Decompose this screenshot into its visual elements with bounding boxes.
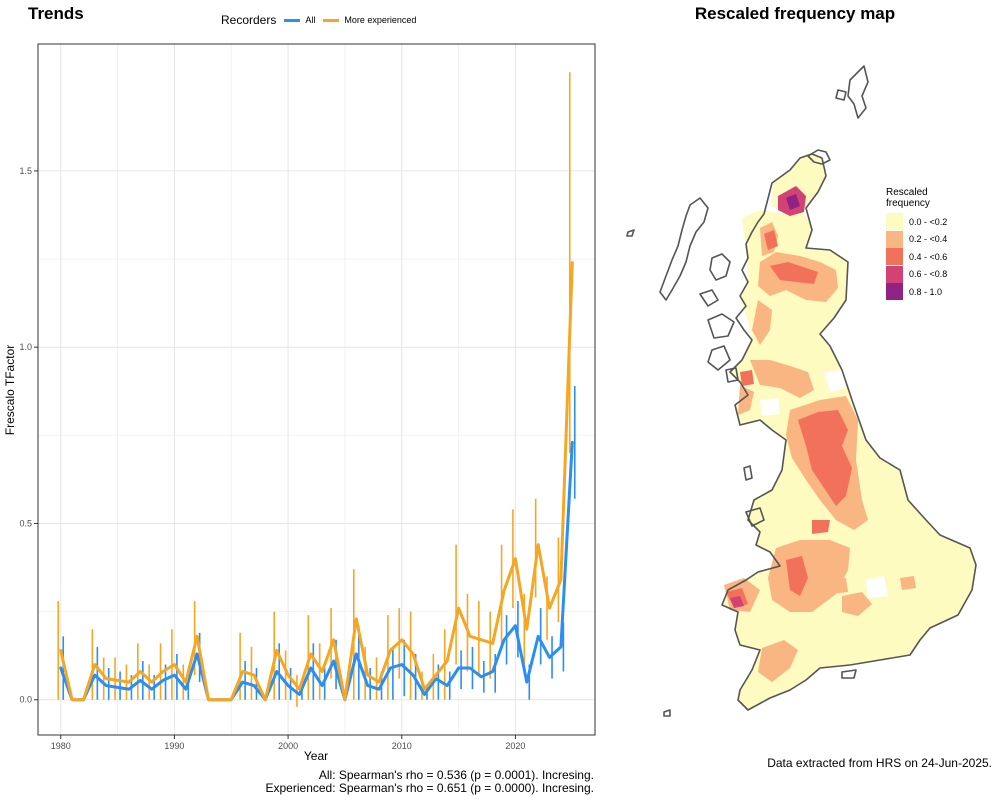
coast-shetland-west (835, 89, 847, 101)
coast-anglesey (745, 507, 765, 527)
map-cell-devon (758, 640, 798, 682)
x-tick-label: 2010 (392, 741, 412, 751)
map-cell-west-scotland (752, 300, 772, 345)
map-legend-row: 0.8 - 1.0 (886, 283, 947, 301)
series-line-all (59, 440, 574, 702)
map-cell-mid-a (828, 578, 848, 594)
y-tick-label: 0.0 (19, 695, 32, 705)
map-cell-gap-c (866, 576, 888, 598)
map-cell-wales-orange (786, 556, 808, 596)
coast-islay (707, 345, 731, 371)
axis-ticks: 1980 1990 2000 2010 2020 0.0 0.5 1.0 1.5 (19, 166, 525, 751)
x-tick-label: 1980 (51, 741, 71, 751)
map-cell-wales (768, 540, 850, 612)
map-legend-label: 0.2 - <0.4 (909, 234, 948, 245)
recorders-legend: Recorders All More experienced (221, 12, 416, 28)
map-cell-highlands-orange (770, 262, 818, 284)
map-cell-galloway (738, 385, 754, 415)
map-legend-swatch (886, 213, 903, 231)
coast-mainland (721, 153, 977, 711)
coast-mull (707, 313, 735, 339)
data-note: Data extracted from HRS on 24-Jun-2025. (767, 756, 992, 770)
x-axis-label: Year (304, 749, 328, 763)
map-cell-caithness (786, 194, 800, 210)
map-cell-south-a (842, 592, 872, 616)
map-legend-title: Rescaled frequency (886, 187, 947, 209)
coast-rum (699, 289, 719, 307)
map-cell-north-orange (764, 230, 778, 250)
plot-border (37, 43, 596, 736)
y-tick-label: 1.5 (19, 166, 32, 176)
map-legend: Rescaled frequency 0.0 - <0.2 0.2 - <0.4… (886, 187, 947, 301)
stat-experienced: Experienced: Spearman's rho = 0.651 (p =… (265, 781, 595, 795)
x-tick-label: 2020 (505, 741, 525, 751)
map-legend-title-line1: Rescaled (886, 187, 928, 198)
map-cell-southern-uplands (750, 360, 814, 398)
map-legend-swatch (886, 265, 903, 283)
series-lines (59, 261, 574, 702)
map-title: Rescaled frequency map (694, 4, 896, 23)
y-tick-label: 0.5 (19, 518, 32, 528)
map-legend-row: 0.0 - <0.2 (886, 213, 947, 231)
legend-label-experienced: More experienced (344, 15, 417, 25)
map-cell-pembroke-magenta (730, 596, 744, 608)
map-legend-label: 0.8 - 1.0 (909, 286, 943, 297)
map-cell-gap-b (760, 398, 780, 416)
legend-swatch-experienced (323, 18, 340, 22)
coast-skye (709, 253, 731, 281)
map-cell-gap-a (824, 370, 846, 392)
y-axis-label: Frescalo TFactor (3, 345, 17, 435)
map-cell-sw-scotland-orange (740, 370, 754, 386)
map-cells (722, 152, 976, 710)
trends-chart: 1980 1990 2000 2010 2020 0.0 0.5 1.0 1.5 Year Fr… (3, 43, 596, 763)
coastline (626, 65, 977, 717)
map-legend-swatch (886, 283, 903, 301)
map-legend-row: 0.4 - <0.6 (886, 248, 947, 266)
legend-title: Recorders (221, 13, 277, 27)
map-legend-row: 0.2 - <0.4 (886, 230, 948, 249)
map-cell-cheshire-orange (812, 520, 830, 534)
map-legend-title-line2: frequency (886, 198, 930, 209)
stat-all: All: Spearman's rho = 0.536 (p = 0.0001)… (318, 768, 594, 782)
map-legend-label: 0.4 - <0.6 (909, 251, 948, 262)
map-legend-row: 0.6 - <0.8 (886, 265, 948, 284)
coast-scilly (663, 709, 671, 717)
map-legend-swatch (886, 230, 903, 248)
map-cell-pennines-orange (798, 410, 852, 506)
coast-st-kilda (626, 229, 635, 237)
y-tick-label: 1.0 (19, 342, 32, 352)
legend-swatch-all (284, 18, 301, 22)
x-tick-label: 2000 (278, 741, 298, 751)
series-line-experienced (59, 261, 574, 702)
x-tick-label: 1990 (164, 741, 184, 751)
map-legend-label: 0.6 - <0.8 (909, 269, 948, 280)
legend-label-all: All (305, 15, 316, 25)
coast-shetland (847, 65, 869, 119)
coast-outer-hebrides (659, 197, 709, 301)
map-legend-label: 0.0 - <0.2 (909, 216, 948, 227)
map-cell-east-a (900, 576, 916, 590)
coast-orkney (807, 149, 831, 165)
map-legend-swatch (886, 248, 903, 266)
coast-isle-of-wight (841, 669, 857, 679)
trends-title: Trends (28, 4, 84, 23)
coast-isle-of-man (743, 465, 753, 481)
frequency-map (626, 65, 977, 717)
